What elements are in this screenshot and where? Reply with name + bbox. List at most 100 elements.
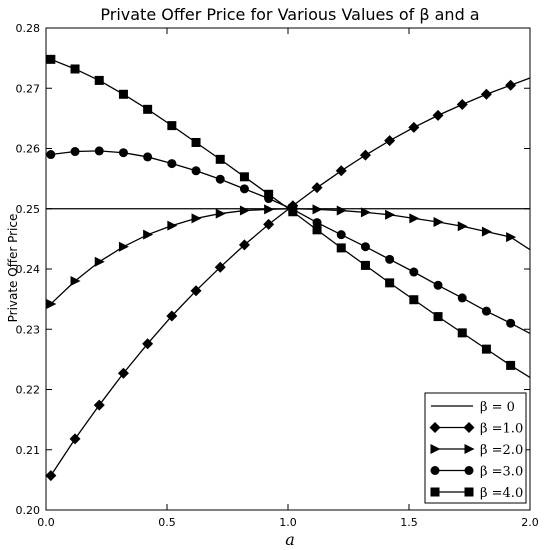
series-4-point	[70, 64, 80, 74]
series-4-point	[481, 344, 491, 354]
series-3-point	[336, 230, 346, 240]
series-3-point	[506, 318, 516, 328]
series-4-point	[167, 121, 177, 131]
series-1-point	[480, 88, 492, 100]
legend-marker	[430, 466, 440, 475]
series-3-point	[433, 280, 443, 290]
series-4-point	[118, 89, 128, 99]
legend-marker	[464, 466, 474, 475]
legend-marker	[464, 444, 475, 454]
y-tick-label: 0.25	[16, 203, 41, 216]
series-4-point	[409, 295, 419, 305]
series-4-point	[46, 54, 56, 64]
series-3-point	[143, 152, 153, 162]
series-4-point	[433, 312, 443, 322]
y-axis-label: Private Offer Price	[6, 214, 20, 323]
y-tick-label: 0.22	[16, 384, 41, 397]
legend-marker	[464, 487, 474, 497]
series-3-point	[70, 147, 80, 157]
series-2-point	[118, 241, 129, 252]
y-tick-label: 0.28	[16, 22, 41, 35]
series-3-point	[481, 306, 491, 316]
series-1-point	[408, 121, 420, 133]
series-1-point	[142, 338, 154, 350]
series-4-point	[288, 207, 298, 217]
series-2-point	[94, 256, 105, 267]
series-2-point	[215, 208, 226, 219]
series-1-point	[432, 109, 444, 121]
series-3-point	[215, 174, 225, 184]
legend-box	[424, 392, 527, 504]
series-4-point	[94, 75, 104, 85]
series-1-point	[505, 79, 517, 91]
series-3-point	[191, 166, 201, 176]
series-1-point	[166, 310, 178, 322]
series-2-point	[143, 229, 154, 240]
series-2-point	[167, 220, 178, 231]
series-2-point	[360, 207, 371, 218]
x-tick-label: 0.5	[158, 516, 176, 529]
series-4-point	[143, 104, 153, 114]
legend-label: β = 0	[480, 400, 515, 415]
y-tick-label: 0.24	[16, 263, 41, 276]
y-tick-label: 0.20	[16, 504, 41, 517]
x-axis-label: a	[285, 530, 295, 549]
series-1-point	[238, 239, 250, 251]
series-4-point	[312, 225, 322, 235]
series-1-point	[93, 399, 105, 411]
series-4-point	[239, 172, 249, 182]
series-1-point	[214, 261, 226, 273]
legend-label: β =4.0	[480, 486, 523, 501]
chart-title: Private Offer Price for Various Values o…	[100, 5, 479, 24]
series-3-point	[167, 159, 177, 169]
series-1-point	[311, 182, 323, 194]
series-1-point	[117, 367, 129, 379]
series-3-point	[46, 150, 56, 160]
series-2-point	[336, 205, 347, 216]
series-4-point	[336, 243, 346, 253]
series-line-3	[50, 150, 531, 335]
series-4-point	[506, 360, 516, 370]
series-1-point	[263, 218, 275, 230]
series-3-point	[385, 254, 395, 264]
legend-label: β =3.0	[480, 465, 523, 480]
series-4-point	[360, 260, 370, 270]
series-2-point	[191, 213, 202, 224]
y-tick-label: 0.21	[16, 444, 41, 457]
series-3-point	[312, 218, 322, 228]
series-1-point	[384, 135, 396, 147]
series-4-point	[191, 137, 201, 147]
series-2-point	[457, 221, 468, 232]
series-2-point	[239, 205, 250, 216]
series-4-point	[385, 278, 395, 288]
legend-marker	[430, 444, 441, 454]
y-tick-label: 0.26	[16, 143, 41, 156]
series-1-point	[335, 165, 347, 177]
series-1-point	[69, 433, 81, 445]
series-2-point	[385, 209, 396, 220]
series-3-point	[409, 267, 419, 277]
series-4-point	[264, 189, 274, 199]
series-2-point	[481, 226, 492, 237]
x-tick-label: 1.0	[279, 516, 297, 529]
legend-label: β =1.0	[480, 422, 523, 437]
x-tick-label: 1.5	[400, 516, 418, 529]
series-2-point	[264, 204, 275, 215]
series-1-point	[45, 470, 57, 482]
series-1-point	[456, 99, 468, 111]
series-2-point	[433, 217, 444, 228]
legend-marker	[429, 422, 441, 433]
series-3-point	[239, 184, 249, 194]
x-tick-label: 2.0	[521, 516, 539, 529]
legend-label: β =2.0	[480, 443, 523, 458]
y-tick-label: 0.27	[16, 82, 41, 95]
series-4-point	[215, 154, 225, 164]
series-2-point	[46, 298, 57, 309]
series-3-point	[360, 242, 370, 252]
series-1-point	[190, 285, 202, 297]
series-2-point	[312, 204, 323, 215]
series-3-point	[457, 293, 467, 303]
series-2-point	[70, 276, 81, 287]
series-3-point	[118, 148, 128, 158]
